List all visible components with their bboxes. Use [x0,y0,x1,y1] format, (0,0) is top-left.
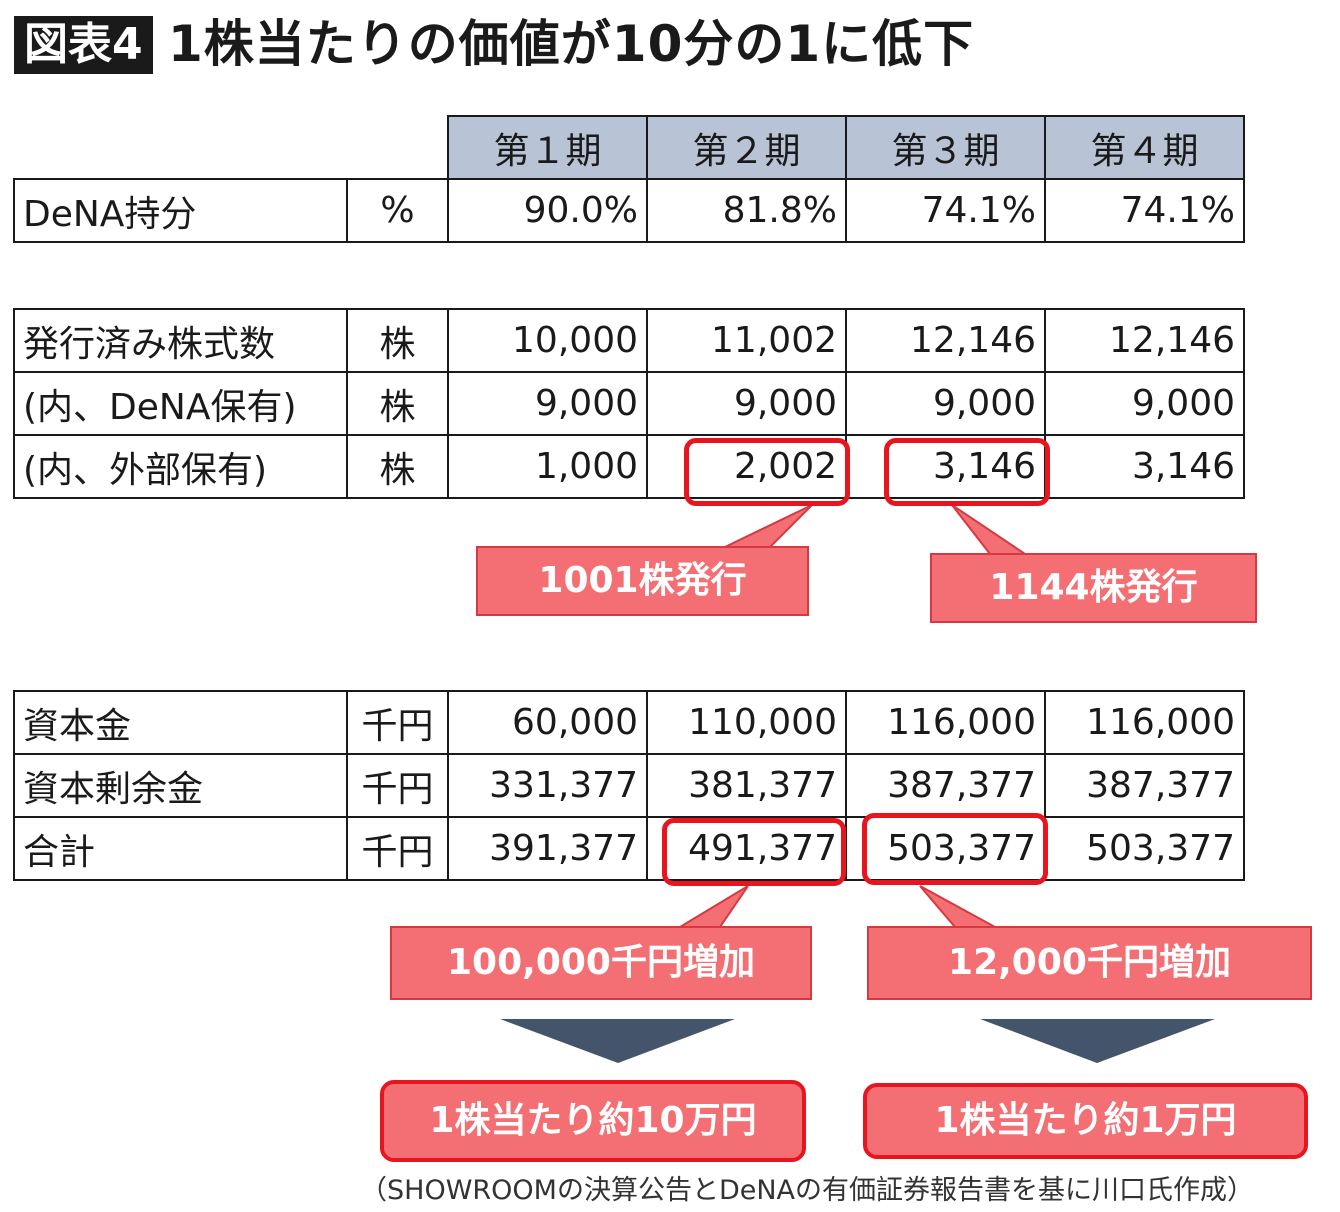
table-cell: 381,377 [646,753,847,818]
share-table: 第１期 第２期 第３期 第４期 DeNA持分 % 90.0% 81.8% 74.… [13,115,1245,243]
issue-callout-1: 1001株発行 [476,546,809,616]
period-header: 第２期 [646,115,847,180]
period-header-row: 第１期 第２期 第３期 第４期 [14,115,1245,180]
table-cell: 9,000 [845,371,1046,436]
highlight-box [862,813,1048,885]
table-cell: 331,377 [447,753,648,818]
table-cell: 503,377 [845,816,1046,881]
row-unit: 千円 [346,753,449,818]
row-unit: 千円 [346,690,449,755]
table-cell: 74.1% [845,178,1046,243]
down-arrow-icon [980,1019,1215,1063]
row-unit: 株 [346,434,449,499]
row-label: 発行済み株式数 [13,308,348,373]
period-header: 第４期 [1044,115,1245,180]
highlight-box [684,438,850,506]
table-cell: 387,377 [1044,753,1245,818]
callout-pointer [951,504,1029,555]
capital-callout-1: 100,000千円増加 [390,926,812,1000]
table-row: (内、外部保有) 株 1,000 2,002 3,146 3,146 [13,434,1245,499]
period-header: 第１期 [447,115,648,180]
table-cell: 110,000 [646,690,847,755]
table-cell: 3,146 [845,434,1046,499]
table-cell: 9,000 [447,371,648,436]
capital-table: 資本金 千円 60,000 110,000 116,000 116,000 資本… [13,690,1245,881]
table-cell: 60,000 [447,690,648,755]
table-cell: 116,000 [1044,690,1245,755]
callout-pointer [919,885,996,928]
row-unit: 株 [346,308,449,373]
table-row: (内、DeNA保有) 株 9,000 9,000 9,000 9,000 [13,371,1245,436]
table-cell: 10,000 [447,308,648,373]
table-cell: 11,002 [646,308,847,373]
row-label: (内、DeNA保有) [13,371,348,436]
table-cell: 9,000 [1044,371,1245,436]
row-label: DeNA持分 [13,178,348,243]
table-row: 資本剰余金 千円 331,377 381,377 387,377 387,377 [13,753,1245,818]
capital-callout-2: 12,000千円増加 [867,926,1312,1000]
table-cell: 3,146 [1044,434,1245,499]
table-cell: 491,377 [646,816,847,881]
table-row: 合計 千円 391,377 491,377 503,377 503,377 [13,816,1245,881]
table-row: DeNA持分 % 90.0% 81.8% 74.1% 74.1% [13,178,1245,243]
callout-pointer [724,504,813,548]
source-note: （SHOWROOMの決算公告とDeNAの有価証券報告書を基に川口氏作成） [360,1175,1255,1206]
value-result-2: 1株当たり約1万円 [863,1083,1308,1159]
row-label: 資本剰余金 [13,753,348,818]
table-cell: 116,000 [845,690,1046,755]
table-cell: 12,146 [845,308,1046,373]
table-cell: 74.1% [1044,178,1245,243]
table-cell: 503,377 [1044,816,1245,881]
down-arrow-icon [500,1019,735,1063]
row-label: 合計 [13,816,348,881]
table-cell: 391,377 [447,816,648,881]
table-cell: 12,146 [1044,308,1245,373]
table-cell: 90.0% [447,178,648,243]
table-row: 資本金 千円 60,000 110,000 116,000 116,000 [13,690,1245,755]
table-cell: 387,377 [845,753,1046,818]
shares-table: 発行済み株式数 株 10,000 11,002 12,146 12,146 (内… [13,308,1245,499]
table-cell: 1,000 [447,434,648,499]
table-cell: 81.8% [646,178,847,243]
table-cell: 9,000 [646,371,847,436]
callout-pointer [676,885,749,928]
period-header: 第３期 [845,115,1046,180]
value-result-1: 1株当たり約10万円 [380,1080,806,1162]
row-unit: % [346,178,449,243]
highlight-box [662,818,846,886]
row-unit: 千円 [346,816,449,881]
row-unit: 株 [346,371,449,436]
table-row: 発行済み株式数 株 10,000 11,002 12,146 12,146 [13,308,1245,373]
issue-callout-2: 1144株発行 [930,553,1257,623]
page-title: 1株当たりの価値が10分の1に低下 [168,15,975,73]
row-label: 資本金 [13,690,348,755]
row-label: (内、外部保有) [13,434,348,499]
highlight-box [884,438,1050,506]
figure-number-tag: 図表4 [14,16,153,74]
